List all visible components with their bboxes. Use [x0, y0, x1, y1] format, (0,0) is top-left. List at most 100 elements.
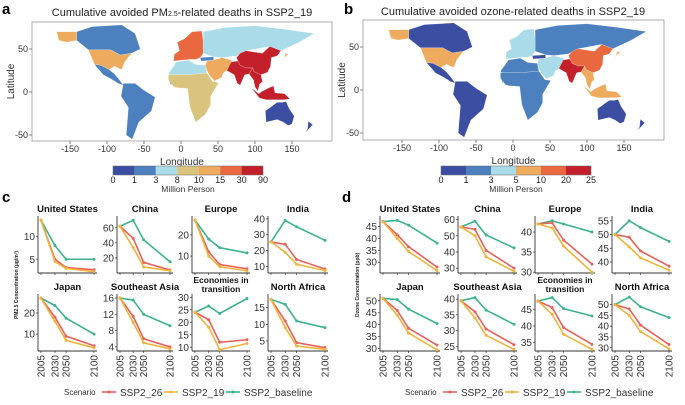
series-line-ssp2_19 [194, 219, 248, 272]
x-tick-label: 150 [616, 143, 631, 153]
y-tick-label: 45 [598, 311, 610, 322]
data-point-ssp2_26 [512, 266, 516, 270]
y-tick-label: 15 [254, 303, 266, 314]
series-line-ssp2_19 [119, 225, 171, 272]
data-point-ssp2_baseline [92, 257, 96, 261]
data-point-ssp2_baseline [168, 260, 172, 264]
data-point-ssp2_19 [627, 245, 631, 249]
y-tick-label: 40 [521, 322, 533, 333]
data-point-ssp2_26 [512, 343, 516, 347]
data-point-ssp2_26 [473, 227, 477, 231]
y-tick-label: 16 [103, 294, 115, 305]
data-point-ssp2_baseline [218, 246, 222, 250]
data-point-ssp2_baseline [323, 326, 327, 330]
map-region-africa [168, 72, 219, 123]
colorbar-break-label: 20 [561, 175, 571, 185]
data-point-ssp2_26 [639, 249, 643, 253]
y-tick-label: 40 [254, 214, 266, 225]
y-tick-label: 15 [178, 330, 190, 341]
data-point-ssp2_baseline [283, 302, 287, 306]
series-line-ssp2_26 [537, 300, 593, 346]
map-region-seasia [580, 65, 595, 90]
x-tick-label: 2050 [404, 355, 415, 378]
data-point-ssp2_26 [218, 340, 222, 344]
series-line-ssp2_19 [537, 300, 593, 351]
data-point-ssp2_baseline [590, 230, 594, 234]
colorbar-break-label: 5 [513, 175, 518, 185]
map-region-australia [265, 101, 295, 126]
facet-india: India 10 20 30 40 [254, 204, 328, 275]
y-tick-label: 25 [444, 342, 456, 353]
data-point-ssp2_19 [667, 347, 671, 351]
data-point-ssp2_26 [590, 262, 594, 266]
data-point-ssp2_26 [473, 310, 477, 314]
y-tick-label: 0 [23, 87, 28, 97]
facet-china: China 20 40 60 [103, 204, 173, 275]
data-point-ssp2_19 [550, 226, 554, 230]
colorbar-break-label: 3 [488, 175, 493, 185]
colorbar-swatch [541, 166, 566, 175]
legend-title: Scenario [405, 388, 437, 397]
data-point-ssp2_19 [131, 320, 135, 324]
map-region-africa [500, 70, 551, 121]
series-line-ssp2_19 [614, 233, 670, 271]
data-point-ssp2_19 [168, 347, 172, 351]
data-point-ssp2_19 [613, 303, 617, 307]
y-tick-label: 10 [178, 252, 190, 263]
data-point-ssp2_19 [193, 310, 197, 314]
x-tick-label: -50 [469, 143, 482, 153]
series-line-ssp2_baseline [40, 219, 94, 261]
series-line-ssp2_baseline [194, 219, 248, 254]
colorbar-break-label: 90 [258, 175, 268, 185]
x-tick-label: -150 [393, 143, 411, 153]
map-region-indonesia [583, 83, 622, 98]
y-tick-label: 60 [444, 215, 456, 226]
data-point-ssp2_26 [667, 264, 671, 268]
data-point-ssp2_baseline [131, 298, 135, 302]
y-tick-label: 35 [444, 310, 456, 321]
facet-title: United States [380, 204, 441, 215]
y-tick-label: 35 [521, 248, 533, 259]
data-point-ssp2_baseline [295, 319, 299, 323]
data-point-ssp2_19 [142, 265, 146, 269]
x-tick-label: 2100 [90, 355, 101, 378]
x-tick-label: 2050 [62, 355, 73, 378]
data-point-ssp2_baseline [142, 312, 146, 316]
x-tick-label: 2050 [139, 355, 150, 378]
data-point-ssp2_19 [395, 236, 399, 240]
colorbar-swatch [220, 166, 242, 175]
data-point-ssp2_19 [245, 269, 249, 273]
data-point-ssp2_19 [295, 344, 299, 348]
y-axis-title: Ozone Concentration (ppb) [355, 252, 361, 317]
y-tick-label: 40 [598, 258, 610, 269]
y-tick-label: 50 [598, 300, 610, 311]
y-tick-label: 30 [366, 258, 378, 269]
x-tick-label: 2100 [510, 355, 521, 378]
data-point-ssp2_19 [283, 326, 287, 330]
data-point-ssp2_19 [613, 233, 617, 236]
map-region-russia [203, 25, 315, 58]
data-point-ssp2_19 [381, 220, 385, 224]
x-tick-label: 2100 [588, 355, 599, 378]
x-tick-label: 2030 [470, 355, 481, 378]
data-point-ssp2_19 [473, 316, 477, 320]
data-point-ssp2_baseline [667, 316, 671, 320]
data-point-ssp2_19 [536, 222, 540, 226]
data-point-ssp2_19 [512, 269, 516, 273]
y-tick-label: 45 [598, 244, 610, 255]
data-point-ssp2_19 [53, 260, 57, 264]
facet-southeast-asia: Southeast Asia 25 30 35 40 2005 2030 2050 2100 [444, 282, 522, 377]
data-point-ssp2_26 [639, 323, 643, 327]
data-point-ssp2_19 [39, 218, 43, 222]
data-point-ssp2_19 [64, 338, 68, 342]
title-text: -related deaths in SSP2_19 [178, 7, 313, 19]
colorbar-break-label: 10 [536, 175, 546, 185]
series-line-ssp2_baseline [119, 219, 171, 263]
map-title-b: Cumulative avoided ozone-related deaths … [381, 6, 645, 18]
data-point-ssp2_26 [550, 306, 554, 310]
x-tick-label: 2050 [482, 355, 493, 378]
data-point-ssp2_26 [562, 326, 566, 330]
x-tick-label: 2050 [559, 355, 570, 378]
data-point-ssp2_baseline [218, 312, 222, 315]
